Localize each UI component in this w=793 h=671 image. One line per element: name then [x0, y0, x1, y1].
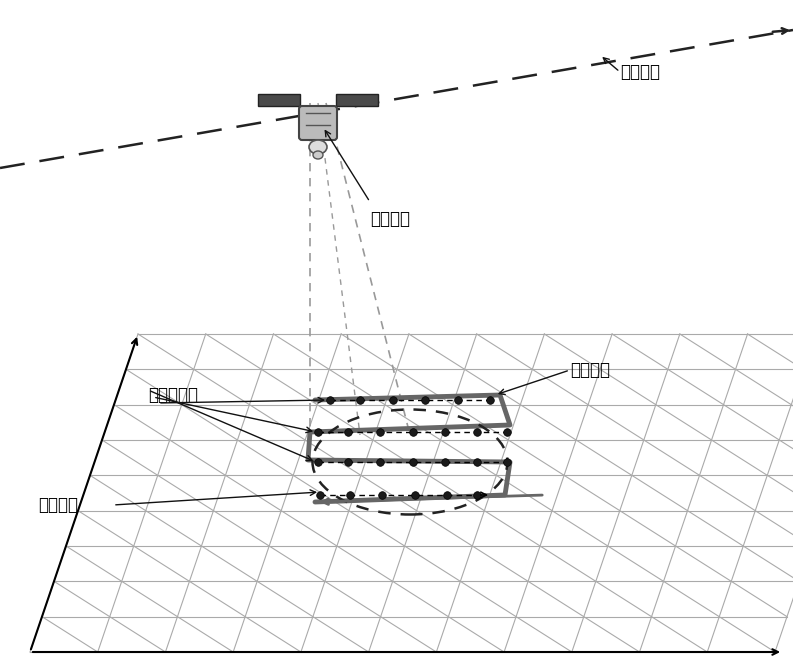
FancyBboxPatch shape	[336, 94, 378, 106]
FancyBboxPatch shape	[299, 106, 337, 140]
Text: 区域目标: 区域目标	[38, 496, 78, 514]
Text: 观测路径: 观测路径	[570, 361, 610, 379]
Ellipse shape	[309, 140, 327, 154]
FancyBboxPatch shape	[258, 94, 300, 106]
Ellipse shape	[313, 151, 323, 159]
Text: 敏捷卫星: 敏捷卫星	[370, 210, 410, 228]
Text: 飞行轨迹: 飞行轨迹	[620, 63, 660, 81]
Text: 网格中心点: 网格中心点	[148, 386, 198, 404]
